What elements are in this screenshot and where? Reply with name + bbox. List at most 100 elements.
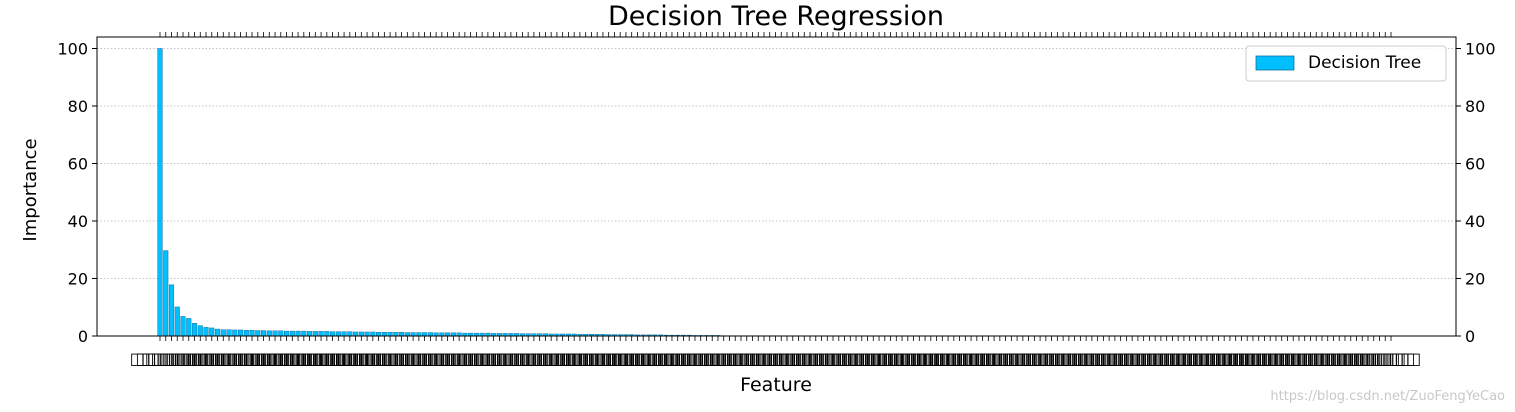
- x-tick-label: □□□□: [791, 349, 851, 368]
- x-tick-label: □□□□: [394, 349, 454, 368]
- x-tick-label: □□□□: [705, 349, 765, 368]
- x-tick-label: □□□□: [1090, 349, 1150, 368]
- x-tick-label: □□□□: [912, 349, 972, 368]
- x-tick-label: □□□□: [906, 349, 966, 368]
- x-tick-label: □□□□: [550, 349, 610, 368]
- x-tick-label: □□□□: [504, 349, 564, 368]
- bar: [255, 330, 261, 337]
- x-tick-label: □□□□: [797, 349, 857, 368]
- x-tick-label: □□□□: [901, 349, 961, 368]
- bar: [232, 329, 238, 337]
- x-tick-label: □□□□: [302, 349, 362, 368]
- x-tick-label: □□□□: [1280, 349, 1340, 368]
- x-tick-label: □□□□: [682, 349, 742, 368]
- bar: [312, 331, 318, 337]
- bar: [226, 329, 232, 337]
- x-tick-label: □□□□: [481, 349, 541, 368]
- x-tick-label: □□□□: [872, 349, 932, 368]
- x-tick-label: □□□□: [1211, 349, 1271, 368]
- x-tick-label: □□□□: [544, 349, 604, 368]
- x-tick-label: □□□□: [1349, 349, 1409, 368]
- bars: [157, 48, 1394, 337]
- x-tick-label: □□□□: [1297, 349, 1357, 368]
- x-tick-label: □□□□: [1171, 349, 1231, 368]
- x-tick-label: □□□□: [642, 349, 702, 368]
- x-tick-label: □□□□: [1200, 349, 1260, 368]
- x-tick-label: □□□□: [389, 349, 449, 368]
- x-tick-label: □□□□: [849, 349, 909, 368]
- plot-frame: [96, 36, 1457, 337]
- bar: [399, 332, 405, 337]
- x-tick-label: □□□□: [1251, 349, 1311, 368]
- x-tick-label: □□□□: [492, 349, 552, 368]
- x-tick-label: □□□□: [843, 349, 903, 368]
- x-tick-label: □□□□: [1228, 349, 1288, 368]
- x-tick-label: □□□□: [895, 349, 955, 368]
- x-tick-label: □□□□: [228, 349, 288, 368]
- bar: [197, 325, 203, 337]
- x-tick-label: □□□□: [1073, 349, 1133, 368]
- x-tick-label: □□□□: [1257, 349, 1317, 368]
- x-tick-label: □□□□: [458, 349, 518, 368]
- y-tick-label: 60: [68, 155, 88, 174]
- bar: [341, 331, 347, 337]
- bar: [387, 332, 393, 337]
- x-tick-label: □□□□: [1039, 349, 1099, 368]
- bar: [370, 331, 376, 337]
- x-tick-label: □□□□: [1246, 349, 1306, 368]
- x-tick-label: □□□□: [740, 349, 800, 368]
- x-tick-label: □□□□: [348, 349, 408, 368]
- x-tick-label: □□□□: [147, 349, 207, 368]
- x-tick-label: □□□□: [1188, 349, 1248, 368]
- x-tick-label: □□□□: [1056, 349, 1116, 368]
- x-tick-label: □□□□: [975, 349, 1035, 368]
- x-tick-label: □□□□: [837, 349, 897, 368]
- bar: [220, 329, 226, 337]
- x-tick-label: □□□□: [337, 349, 397, 368]
- bar: [289, 330, 295, 337]
- x-tick-label: □□□□: [1159, 349, 1219, 368]
- x-tick-label: □□□□: [889, 349, 949, 368]
- x-tick-label: □□□□: [136, 349, 196, 368]
- x-tick-label: □□□□: [187, 349, 247, 368]
- x-tick-label: □□□□: [251, 349, 311, 368]
- x-tick-label: □□□□: [417, 349, 477, 368]
- x-tick-label: □□□□: [406, 349, 466, 368]
- x-tick-label: □□□□: [521, 349, 581, 368]
- x-tick-label: □□□□: [274, 349, 334, 368]
- x-tick-label: □□□□: [164, 349, 224, 368]
- y-tick-label: 80: [68, 97, 88, 116]
- x-tick-label: □□□□: [763, 349, 823, 368]
- x-tick-label: □□□□: [1326, 349, 1386, 368]
- x-tick-label: □□□□: [1274, 349, 1334, 368]
- x-tick-label: □□□□: [745, 349, 805, 368]
- x-tick-label: □□□□: [199, 349, 259, 368]
- x-tick-label: □□□□: [866, 349, 926, 368]
- y-tick-label: 100: [57, 40, 88, 59]
- x-tick-label: □□□□: [1148, 349, 1208, 368]
- x-tick-label: □□□□: [947, 349, 1007, 368]
- x-tick-label: □□□□: [1344, 349, 1404, 368]
- bar: [358, 331, 364, 337]
- x-tick-label: □□□□: [803, 349, 863, 368]
- x-tick-label: □□□□: [878, 349, 938, 368]
- x-tick-label: □□□□: [475, 349, 535, 368]
- bar: [422, 332, 428, 337]
- bar: [347, 331, 353, 337]
- x-tick-label: □□□□: [239, 349, 299, 368]
- x-tick-label: □□□□: [647, 349, 707, 368]
- x-tick-label: □□□□: [210, 349, 270, 368]
- x-tick-label: □□□□: [820, 349, 880, 368]
- legend[interactable]: Decision Tree: [1245, 45, 1447, 82]
- x-tick-label: □□□□: [665, 349, 725, 368]
- x-tick-label: □□□□: [1286, 349, 1346, 368]
- x-tick-label: □□□□: [636, 349, 696, 368]
- x-tick-label: □□□□: [205, 349, 265, 368]
- x-tick-label: □□□□: [193, 349, 253, 368]
- x-tick-label: □□□□: [918, 349, 978, 368]
- x-tick-label: □□□□: [343, 349, 403, 368]
- x-tick-label: □□□□: [883, 349, 943, 368]
- x-tick-label: □□□□: [509, 349, 569, 368]
- x-tick-label: □□□□: [780, 349, 840, 368]
- x-tick-label: □□□□: [786, 349, 846, 368]
